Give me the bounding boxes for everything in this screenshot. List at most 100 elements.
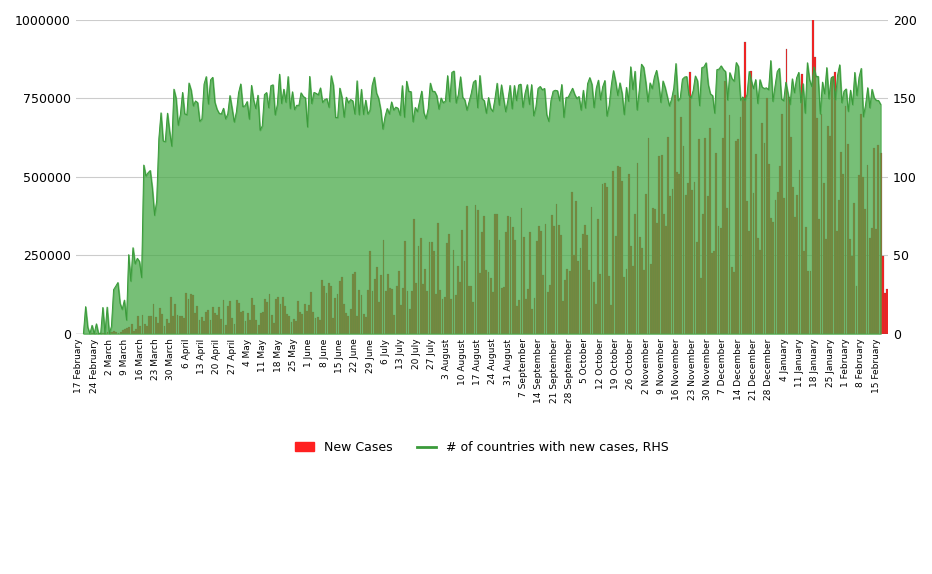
Bar [854,203,856,333]
Bar [150,316,152,333]
Bar [860,114,862,333]
Bar [735,141,737,333]
Bar [770,218,772,333]
Bar [229,301,231,333]
Bar [549,285,551,333]
Bar [667,137,669,333]
Bar [744,42,746,333]
Bar [794,217,796,333]
Bar [651,208,653,333]
Bar [278,297,280,333]
Bar [257,325,259,333]
Bar [875,228,877,333]
Bar [207,311,209,333]
Bar [267,302,268,333]
Bar [187,299,189,333]
Bar [376,266,377,333]
Bar [325,293,327,333]
Bar [338,281,340,333]
Bar [295,321,296,333]
Bar [429,242,431,333]
Bar [615,236,616,333]
Bar [155,317,157,333]
Bar [359,290,361,333]
Bar [680,117,682,333]
Bar [610,305,612,333]
Bar [194,313,196,333]
Bar [538,226,540,333]
Bar [448,234,450,333]
Bar [873,148,875,333]
Bar [781,114,783,333]
Bar [857,175,859,333]
Bar [254,305,255,333]
Bar [705,138,706,333]
Bar [203,321,205,333]
Bar [236,300,238,333]
Bar [807,270,809,333]
Bar [244,321,246,333]
Bar [870,228,872,333]
Bar [733,272,734,333]
Bar [862,177,864,333]
Bar [424,269,426,333]
Bar [637,162,638,333]
Bar [361,294,363,333]
Bar [463,261,465,333]
Bar [234,324,236,333]
Bar [455,295,457,333]
Bar [341,277,343,333]
Bar [567,269,569,333]
Bar [170,297,171,333]
Bar [788,96,789,333]
Bar [352,274,354,333]
Bar [459,282,461,333]
Bar [555,204,557,333]
Bar [474,205,476,333]
Bar [849,239,851,333]
Bar [481,232,483,333]
Bar [212,307,213,333]
Bar [737,139,739,333]
Bar [523,238,525,333]
Bar [755,154,757,333]
Bar [878,145,879,333]
Bar [297,301,299,333]
Bar [595,304,596,333]
Bar [841,152,843,333]
Bar [468,286,470,333]
Bar [319,320,321,333]
Bar [606,187,608,333]
Bar [500,288,502,333]
Bar [713,251,715,333]
Bar [571,192,573,333]
Bar [763,144,765,333]
Bar [551,215,553,333]
Bar [575,201,577,333]
Bar [299,312,301,333]
Bar [825,239,827,333]
Bar [437,223,439,333]
Bar [625,269,627,333]
Bar [843,174,844,333]
Bar [419,238,421,333]
Bar [393,315,395,333]
Bar [659,156,660,333]
Bar [116,332,117,333]
Bar [163,325,165,333]
Bar [624,277,625,333]
Bar [157,323,158,333]
Bar [457,266,459,333]
Bar [288,316,290,333]
Legend: New Cases, # of countries with new cases, RHS: New Cases, # of countries with new cases… [290,436,674,459]
Bar [181,316,183,333]
Bar [847,144,849,333]
Bar [805,227,807,333]
Bar [487,272,489,333]
Bar [185,293,187,333]
Bar [484,216,486,333]
Bar [268,294,270,333]
Bar [190,294,192,333]
Bar [564,280,566,333]
Bar [251,298,253,333]
